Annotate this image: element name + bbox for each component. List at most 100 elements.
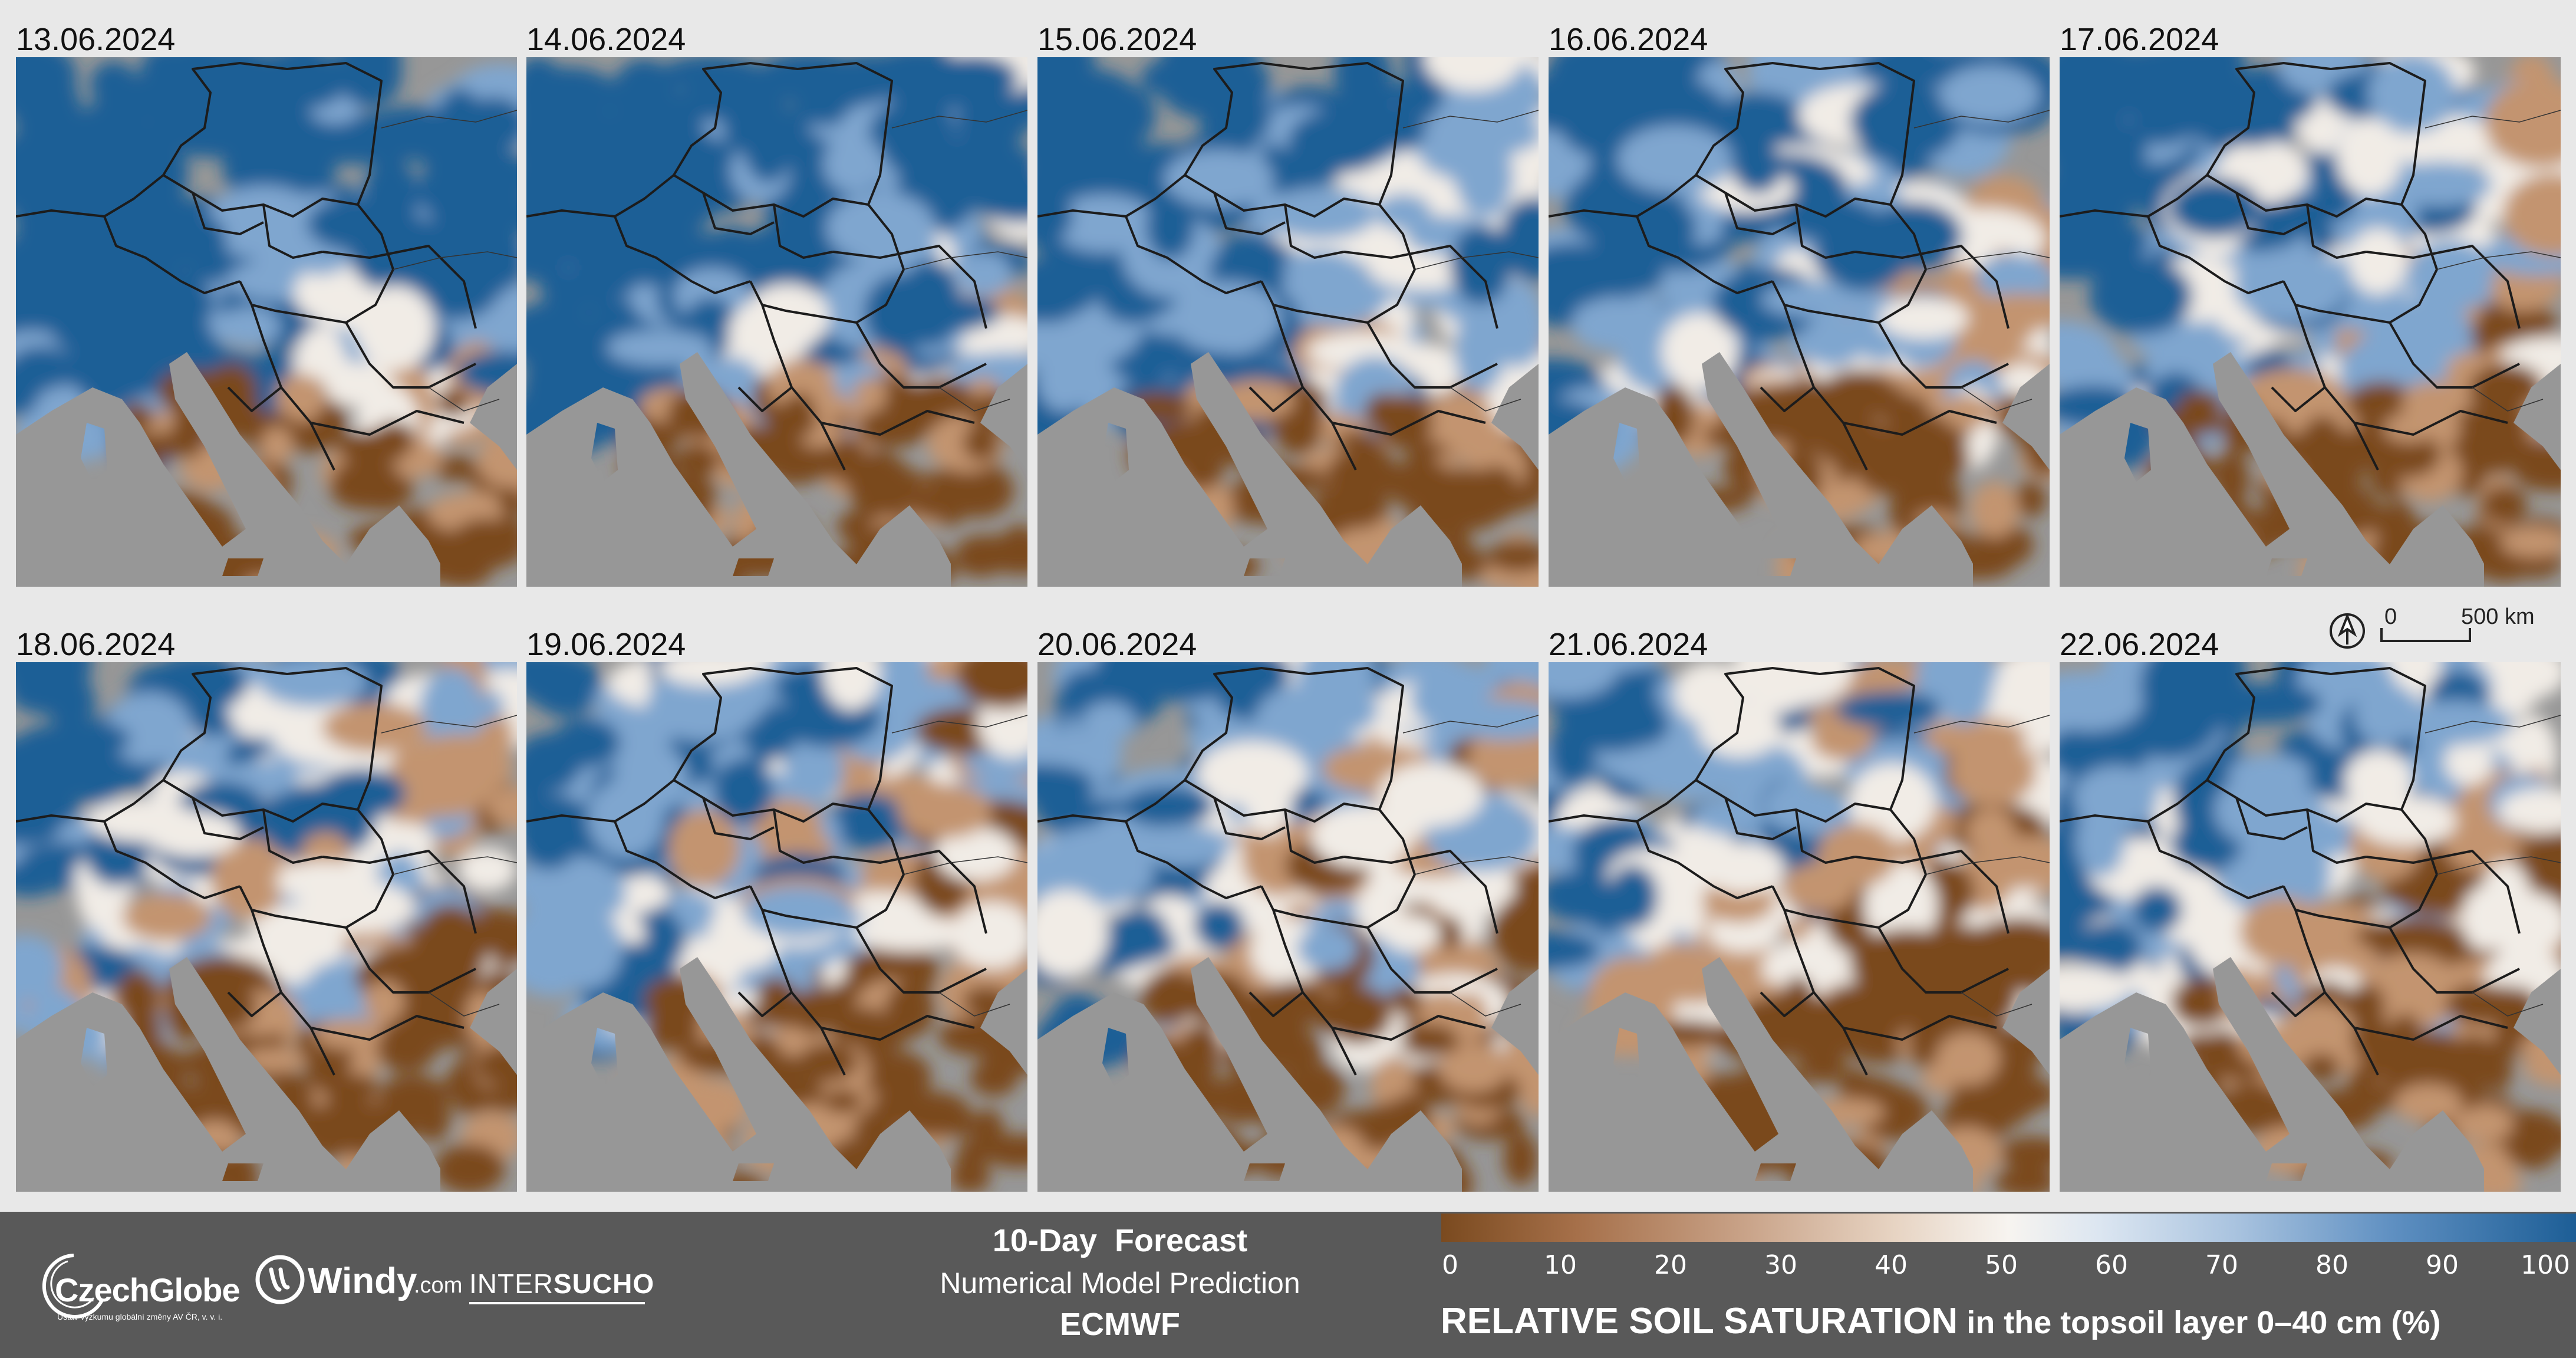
forecast-subtitle: Numerical Model Prediction bbox=[940, 1267, 1300, 1300]
saturation-blob bbox=[607, 330, 713, 366]
saturation-blob bbox=[2015, 481, 2047, 518]
map-panel: 18.06.2024 bbox=[16, 628, 517, 1192]
saturation-blob bbox=[600, 160, 700, 237]
saturation-blob bbox=[1702, 842, 1785, 894]
saturation-blob bbox=[16, 346, 76, 390]
soil-saturation-map bbox=[526, 57, 1027, 587]
saturation-blob bbox=[1136, 824, 1230, 867]
saturation-blob bbox=[1607, 864, 1658, 929]
country-borders bbox=[1037, 667, 1498, 1076]
saturation-blob bbox=[261, 426, 294, 464]
saturation-blob bbox=[2173, 679, 2272, 728]
saturation-blob bbox=[1632, 741, 1744, 800]
footer: CzechGlobe Ústav výzkumu globální změny … bbox=[0, 1212, 2576, 1358]
saturation-blob bbox=[2365, 297, 2471, 367]
panel-date: 19.06.2024 bbox=[526, 627, 686, 662]
saturation-blob bbox=[34, 196, 101, 266]
saturation-blob bbox=[743, 886, 852, 938]
panel-date: 22.06.2024 bbox=[2060, 627, 2219, 662]
windy-icon bbox=[255, 1255, 305, 1304]
saturation-blob bbox=[1999, 1136, 2050, 1170]
saturation-blob bbox=[2498, 788, 2561, 833]
panel-date: 13.06.2024 bbox=[16, 22, 176, 57]
saturation-blob bbox=[2502, 173, 2561, 257]
saturation-blob bbox=[1978, 994, 2009, 1030]
saturation-blob bbox=[1297, 925, 1359, 971]
saturation-blob bbox=[2197, 57, 2245, 84]
saturation-blob bbox=[2347, 1063, 2379, 1120]
saturation-blob bbox=[1297, 662, 1376, 719]
country-borders bbox=[1549, 667, 2010, 1076]
saturation-blob bbox=[434, 88, 486, 175]
saturation-blob bbox=[1943, 394, 1987, 431]
forecast-model: ECMWF bbox=[1060, 1307, 1180, 1342]
saturation-blob bbox=[1975, 918, 2050, 956]
saturation-blob bbox=[1878, 297, 1969, 340]
saturation-blob bbox=[1400, 1024, 1459, 1058]
windy-name: Windy bbox=[308, 1261, 417, 1301]
legend-tick-label: 40 bbox=[1875, 1250, 1908, 1280]
saturation-blob bbox=[331, 460, 401, 493]
saturation-blob bbox=[526, 809, 580, 870]
saturation-blob bbox=[1902, 987, 1978, 1042]
saturation-blob bbox=[437, 1150, 482, 1186]
map-panel: 21.06.2024 bbox=[1549, 628, 2050, 1192]
saturation-blob bbox=[487, 787, 517, 827]
saturation-blob bbox=[1450, 225, 1511, 305]
intersucho-inter: INTER bbox=[469, 1268, 554, 1299]
saturation-blob bbox=[1378, 762, 1484, 827]
saturation-blob bbox=[2503, 1120, 2561, 1169]
saturation-blob bbox=[1816, 209, 1911, 292]
soil-saturation-map bbox=[16, 57, 517, 587]
saturation-blob bbox=[852, 470, 906, 498]
saturation-blob bbox=[405, 734, 513, 800]
saturation-blob bbox=[552, 906, 622, 989]
saturation-blob bbox=[2370, 430, 2441, 478]
saturation-blob bbox=[743, 1002, 806, 1029]
saturation-blob bbox=[2239, 896, 2325, 966]
saturation-blob bbox=[2132, 886, 2182, 933]
country-borders bbox=[526, 62, 987, 471]
saturation-blob bbox=[172, 213, 227, 272]
saturation-blob bbox=[1839, 1068, 1870, 1099]
saturation-blob bbox=[956, 662, 1027, 709]
saturation-blob bbox=[1888, 476, 1961, 508]
minor-borders bbox=[381, 110, 517, 412]
saturation-blob bbox=[1733, 662, 1831, 704]
minor-borders bbox=[891, 110, 1027, 412]
scale-bar-zero: 0 bbox=[2384, 604, 2397, 629]
saturation-blob bbox=[1549, 931, 1600, 969]
saturation-blob bbox=[552, 148, 611, 192]
saturation-blob bbox=[756, 977, 797, 1011]
saturation-blob bbox=[2501, 336, 2561, 374]
saturation-blob bbox=[795, 446, 855, 479]
saturation-blob bbox=[337, 430, 410, 465]
saturation-blob bbox=[458, 847, 517, 892]
saturation-blob bbox=[1693, 799, 1765, 835]
saturation-blob bbox=[1800, 1044, 1846, 1084]
saturation-blob bbox=[1180, 1023, 1220, 1082]
saturation-blob bbox=[275, 373, 325, 423]
saturation-blob bbox=[312, 361, 393, 407]
czechglobe-title: CzechGlobe bbox=[55, 1271, 241, 1308]
saturation-blob bbox=[2481, 1045, 2513, 1091]
saturation-blob bbox=[797, 1043, 858, 1081]
saturation-blob bbox=[229, 686, 282, 739]
map-panel: 16.06.2024 bbox=[1549, 23, 2050, 587]
saturation-blob bbox=[852, 914, 967, 952]
country-borders bbox=[2060, 667, 2521, 1076]
saturation-blob bbox=[1491, 892, 1539, 974]
minor-borders bbox=[1913, 715, 2050, 1017]
map-panel: 13.06.2024 bbox=[16, 23, 517, 587]
legend-tick-label: 50 bbox=[1985, 1250, 2018, 1280]
saturation-blob bbox=[140, 57, 195, 94]
country-borders bbox=[16, 62, 477, 471]
map-panel: 19.06.2024 bbox=[526, 628, 1027, 1192]
saturation-blob bbox=[2383, 413, 2437, 443]
saturation-blob bbox=[2060, 57, 2147, 88]
saturation-blob bbox=[2444, 738, 2493, 785]
saturation-blob bbox=[1556, 684, 1665, 752]
saturation-blob bbox=[2479, 402, 2528, 458]
saturation-blob bbox=[1939, 443, 1971, 473]
saturation-blob bbox=[676, 443, 720, 478]
